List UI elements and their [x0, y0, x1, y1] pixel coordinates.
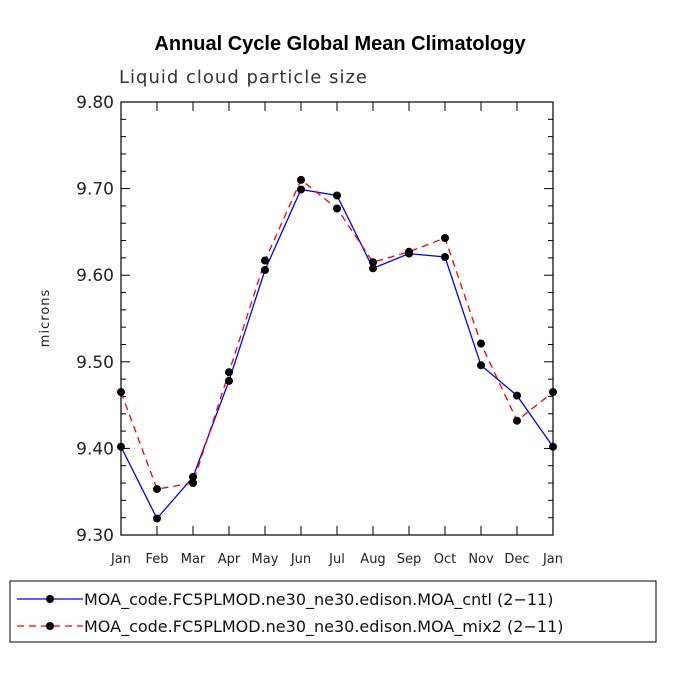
x-tick-label: Nov	[468, 552, 494, 567]
x-tick-label: Sep	[397, 552, 422, 567]
data-point-mix2	[549, 388, 557, 397]
x-tick-label: Jun	[290, 552, 311, 567]
data-point-cntl	[441, 253, 449, 261]
y-tick-label: 9.30	[76, 526, 114, 546]
data-point-mix2	[513, 416, 521, 425]
data-point-cntl	[333, 191, 341, 200]
data-point-cntl	[225, 376, 233, 385]
data-point-cntl	[513, 391, 521, 400]
data-point-mix2	[153, 485, 161, 494]
tick-labels: 9.30 9.40 9.50 9.60 9.70 9.80 Jan Feb Mar Apr May J…	[76, 93, 563, 567]
legend-label-cntl: MOA_code.FC5PLMOD.ne30_ne30.edison.MOA_c…	[84, 590, 553, 610]
x-tick-label: Dec	[504, 552, 529, 567]
data-point-mix2	[333, 204, 341, 213]
series-line-mix2	[120, 178, 554, 490]
data-point-mix2	[369, 258, 377, 267]
data-point-cntl	[153, 514, 161, 523]
chart-title: Annual Cycle Global Mean Climatology	[154, 33, 526, 55]
data-point-cntl	[369, 264, 377, 273]
plot-frame	[120, 101, 554, 536]
data-point-cntl	[477, 361, 485, 370]
legend-marker-mix2	[46, 622, 54, 630]
legend-label-mix2: MOA_code.FC5PLMOD.ne30_ne30.edison.MOA_m…	[84, 617, 563, 637]
y-axis-label: microns	[38, 289, 53, 347]
x-tick-label: Apr	[218, 552, 241, 567]
y-tick-label: 9.40	[76, 439, 114, 459]
data-point-mix2	[297, 175, 305, 184]
series-group	[117, 175, 557, 523]
x-tick-label: Jan	[110, 552, 131, 567]
data-point-cntl	[261, 266, 269, 274]
data-point-cntl	[117, 442, 125, 451]
x-tick-label: Jul	[328, 552, 345, 567]
data-point-mix2	[117, 388, 125, 397]
data-point-mix2	[405, 247, 413, 256]
y-tick-label: 9.70	[76, 180, 114, 200]
chart-subtitle: Liquid cloud particle size	[119, 67, 368, 88]
legend: MOA_code.FC5PLMOD.ne30_ne30.edison.MOA_c…	[9, 580, 657, 643]
data-point-cntl	[549, 442, 557, 451]
x-tick-label: Jan	[542, 552, 563, 567]
data-point-cntl	[297, 185, 305, 194]
data-point-mix2	[225, 368, 233, 377]
legend-box	[9, 580, 657, 643]
data-point-mix2	[189, 479, 197, 487]
axes	[120, 101, 554, 536]
data-point-mix2	[441, 234, 449, 242]
y-tick-label: 9.60	[76, 266, 114, 286]
x-tick-label: Mar	[181, 552, 206, 567]
x-tick-label: Aug	[360, 552, 385, 567]
y-tick-label: 9.50	[76, 353, 114, 373]
data-point-cntl	[189, 473, 197, 481]
data-point-mix2	[261, 256, 269, 265]
series-line-cntl	[120, 188, 554, 520]
data-point-mix2	[477, 339, 485, 348]
x-tick-label: Oct	[434, 552, 456, 567]
x-tick-label: Feb	[145, 552, 168, 567]
x-tick-label: May	[252, 552, 279, 567]
y-tick-label: 9.80	[76, 93, 114, 113]
legend-marker-cntl	[46, 595, 54, 603]
